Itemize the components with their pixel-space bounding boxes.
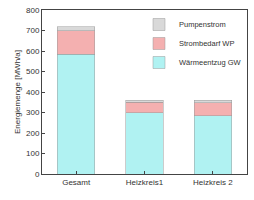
svg-text:Heizkreis1: Heizkreis1: [126, 178, 164, 187]
svg-text:Wärmeentzug GW: Wärmeentzug GW: [179, 58, 242, 67]
svg-text:100: 100: [26, 149, 40, 158]
svg-text:700: 700: [26, 26, 40, 35]
svg-text:200: 200: [26, 129, 40, 138]
svg-text:500: 500: [26, 67, 40, 76]
svg-text:Gesamt: Gesamt: [62, 178, 91, 187]
svg-text:400: 400: [26, 88, 40, 97]
svg-text:Pumpenstrom: Pumpenstrom: [179, 20, 226, 29]
svg-text:0: 0: [35, 170, 40, 179]
svg-text:800: 800: [26, 6, 40, 15]
svg-text:Energiemenge [MWh/a]: Energiemenge [MWh/a]: [13, 50, 22, 134]
svg-text:300: 300: [26, 108, 40, 117]
svg-text:600: 600: [26, 47, 40, 56]
svg-text:Strombedarf WP: Strombedarf WP: [179, 39, 234, 48]
svg-text:Heizkreis 2: Heizkreis 2: [193, 178, 233, 187]
